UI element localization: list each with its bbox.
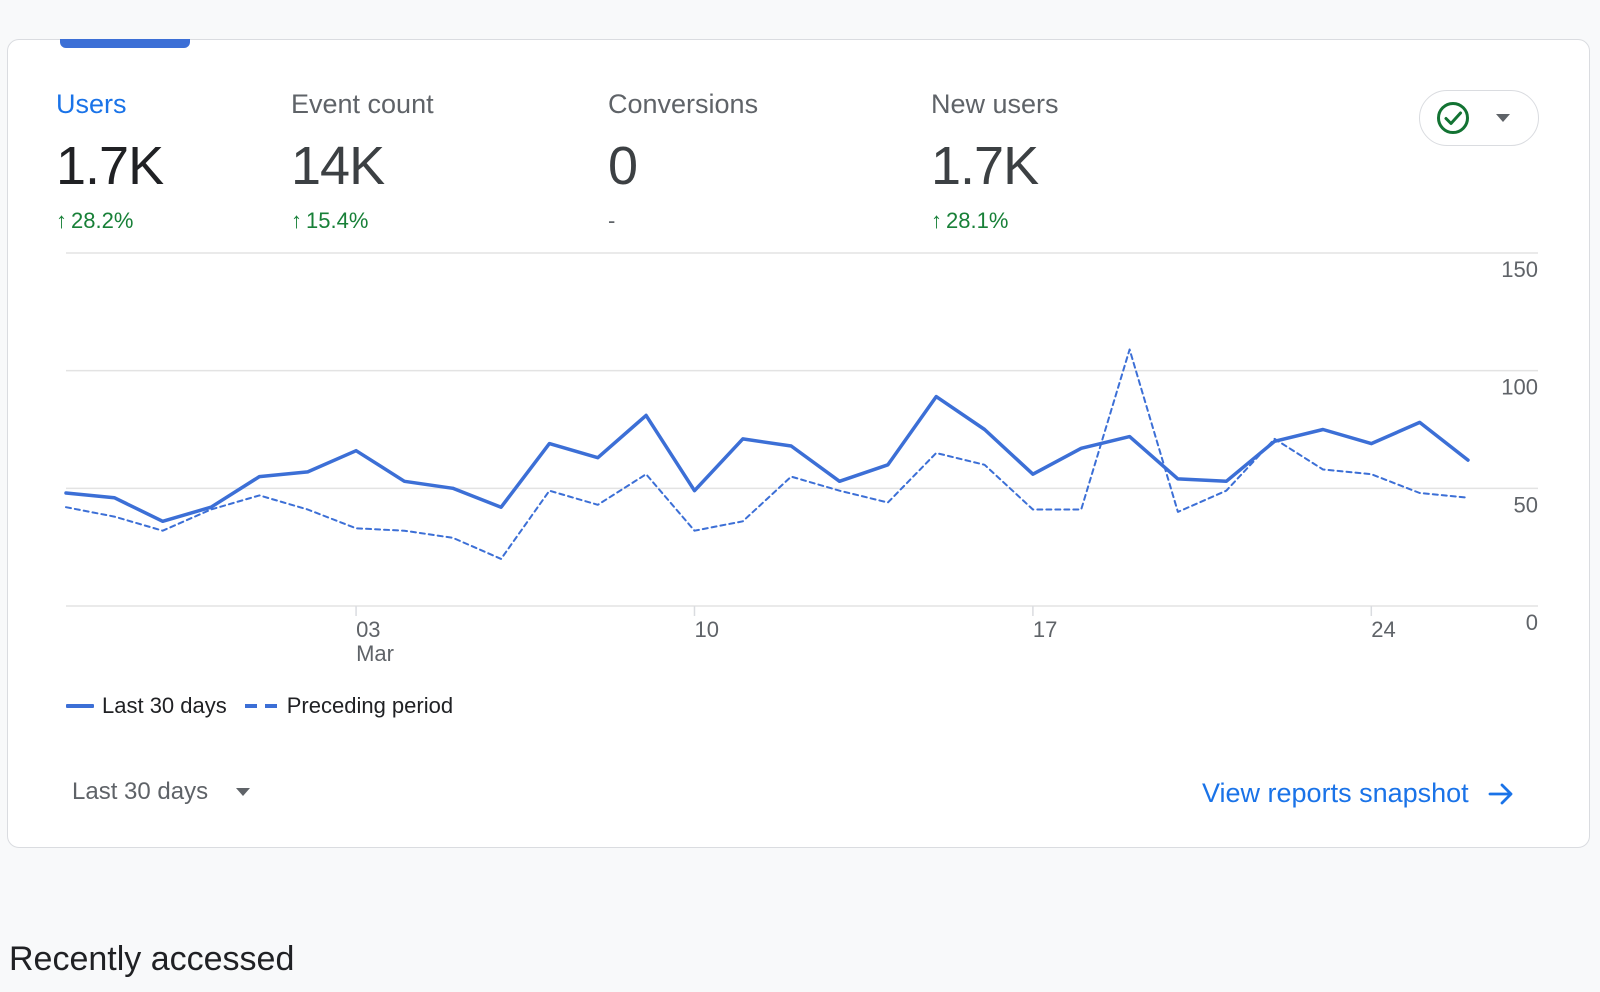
chart-grid [66,252,1538,607]
metric-value: 0 [608,136,638,196]
overview-card [7,39,1590,848]
y-tick-label: 50 [1514,492,1538,517]
x-tick-label: 24 [1371,617,1395,642]
date-range-dropdown[interactable]: Last 30 days [72,778,251,806]
x-tick-sublabel: Mar [356,641,394,666]
metric-users[interactable]: Users 1.7K ↑ 28.2% [56,88,164,234]
dashed-line-icon [244,704,279,708]
x-tick-label: 10 [694,617,718,642]
arrow-up-icon: ↑ [291,208,302,233]
metric-label: Event count [291,89,434,119]
series-line-last-30-days [64,394,1470,524]
x-tick-label: 03 [356,617,380,642]
solid-line-icon [66,704,94,708]
chevron-down-icon [236,788,251,796]
y-tick-label: 0 [1526,610,1538,635]
link-label: View reports snapshot [1202,778,1469,808]
metric-label: New users [931,89,1059,119]
metric-value: 1.7K [931,136,1039,196]
metric-change-value: 15.4% [306,208,369,233]
y-tick-label: 100 [1501,375,1538,400]
legend-item-current: Last 30 days [66,693,227,719]
active-tab-indicator [60,39,190,48]
arrow-up-icon: ↑ [931,208,942,233]
recently-accessed-heading: Recently accessed [9,940,295,978]
metric-change: ↑ 28.2% [56,208,163,234]
x-tick-label: 17 [1033,617,1057,642]
chart-series [64,348,1470,560]
arrow-up-icon: ↑ [56,208,67,233]
metric-change-value: 28.1% [946,208,1009,233]
metric-change: - [608,208,758,234]
y-axis: 0 50 100 150 [1501,257,1538,635]
legend-item-previous: Preceding period [244,693,454,719]
view-reports-snapshot-link[interactable]: View reports snapshot [1202,778,1515,809]
metric-value: 1.7K [56,136,164,196]
legend-label: Last 30 days [102,693,227,718]
y-tick-label: 150 [1501,257,1538,282]
metric-change: ↑ 28.1% [931,208,1059,234]
metric-value: 14K [291,136,385,196]
date-range-label: Last 30 days [72,778,209,805]
check-circle-icon [1437,102,1469,134]
metric-event-count[interactable]: Event count 14K ↑ 15.4% [291,88,434,234]
metric-conversions[interactable]: Conversions 0 - [608,88,758,234]
arrow-right-icon [1488,783,1513,804]
metric-change-value: 28.2% [71,208,134,233]
metric-label: Users [56,89,127,119]
metric-change-value: - [608,208,616,233]
metric-change: ↑ 15.4% [291,208,434,234]
metric-label: Conversions [608,89,759,119]
chevron-down-icon [1496,114,1510,122]
series-line-preceding-period [65,348,1469,560]
metric-new-users[interactable]: New users 1.7K ↑ 28.1% [931,88,1059,234]
legend-label: Preceding period [286,693,454,718]
data-quality-dropdown[interactable] [1419,90,1539,146]
chart-legend: Last 30 days Preceding period [66,693,471,719]
